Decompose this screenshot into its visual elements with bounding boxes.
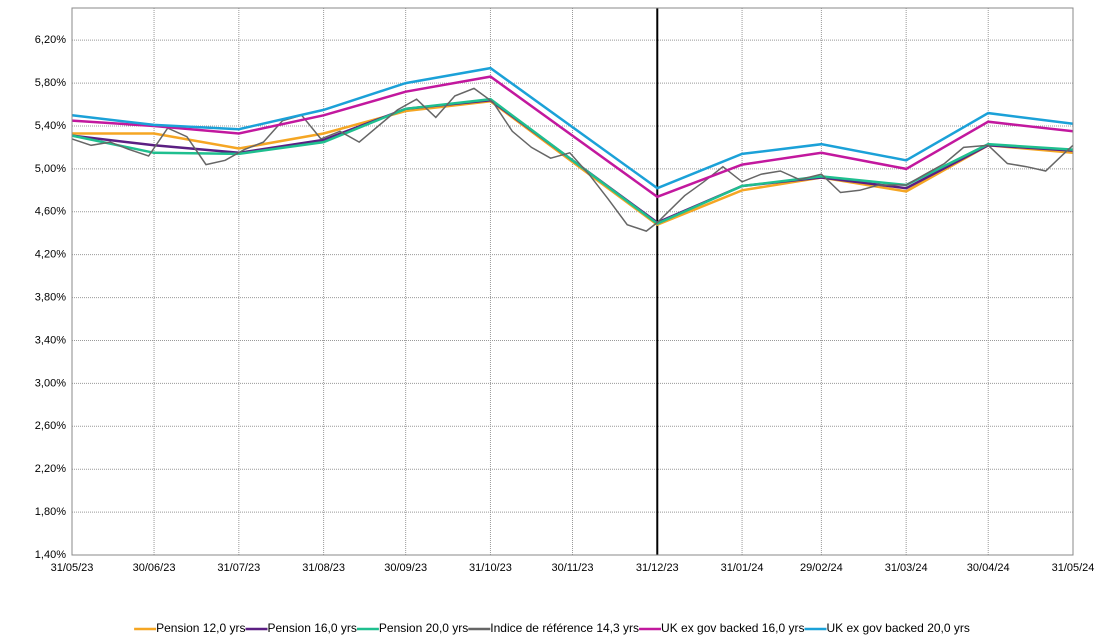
y-tick-label: 3,40% [35,334,66,346]
legend-label: UK ex gov backed 20,0 yrs [826,621,969,635]
x-tick-label: 30/11/23 [551,562,593,574]
y-tick-label: 6,20% [35,34,66,46]
legend-item: Pension 20,0 yrs [356,621,468,635]
tick-labels: 1,40% 1,80% 2,20% 2,60% 3,00% 3,40% 3,80% 4,20%… [35,34,1095,574]
y-tick-label: 3,80% [35,291,66,303]
x-tick-label: 31/10/23 [469,562,512,574]
series-line [71,97,1074,226]
x-tick-label: 31/01/24 [721,562,764,574]
x-tick-label: 31/03/24 [885,562,928,574]
y-tick-label: 5,40% [35,120,66,132]
y-tick-label: 5,80% [35,77,66,89]
plot-frame [71,7,1074,556]
legend-label: Pension 20,0 yrs [379,621,468,635]
legend-label: Pension 16,0 yrs [268,621,357,635]
x-tick-label: 31/08/23 [302,562,345,574]
y-tick-label: 1,80% [35,506,66,518]
series-line [71,87,1074,232]
x-tick-label: 29/02/24 [800,562,843,574]
legend-item: Pension 12,0 yrs [134,621,246,635]
legend-label: Indice de référence 14,3 yrs [490,621,639,635]
lines [71,8,1074,555]
legend-item: Indice de référence 14,3 yrs [468,621,639,635]
x-tick-label: 31/05/23 [51,562,94,574]
x-tick-label: 30/06/23 [133,562,176,574]
legend-item: UK ex gov backed 20,0 yrs [804,621,970,635]
y-tick-label: 4,20% [35,249,66,261]
x-tick-label: 30/09/23 [384,562,427,574]
y-tick-label: 1,40% [35,549,66,561]
x-tick-label: 31/12/23 [636,562,679,574]
y-tick-label: 4,60% [35,206,66,218]
x-tick-label: 31/07/23 [217,562,260,574]
y-tick-label: 5,00% [35,163,66,175]
y-tick-label: 2,60% [35,420,66,432]
legend: Pension 12,0 yrs Pension 16,0 yrs Pension … [134,621,970,635]
series-line [72,100,1074,227]
series-line [71,75,1074,199]
x-tick-label: 31/05/24 [1052,562,1095,574]
grid [71,8,1074,556]
y-tick-label: 2,20% [35,463,66,475]
legend-item: Pension 16,0 yrs [245,621,357,635]
legend-label: UK ex gov backed 16,0 yrs [661,621,804,635]
series-line [71,66,1074,190]
x-tick-label: 30/04/24 [967,562,1010,574]
legend-label: Pension 12,0 yrs [156,621,245,635]
y-tick-label: 3,00% [35,377,66,389]
legend-item: UK ex gov backed 16,0 yrs [639,621,804,635]
